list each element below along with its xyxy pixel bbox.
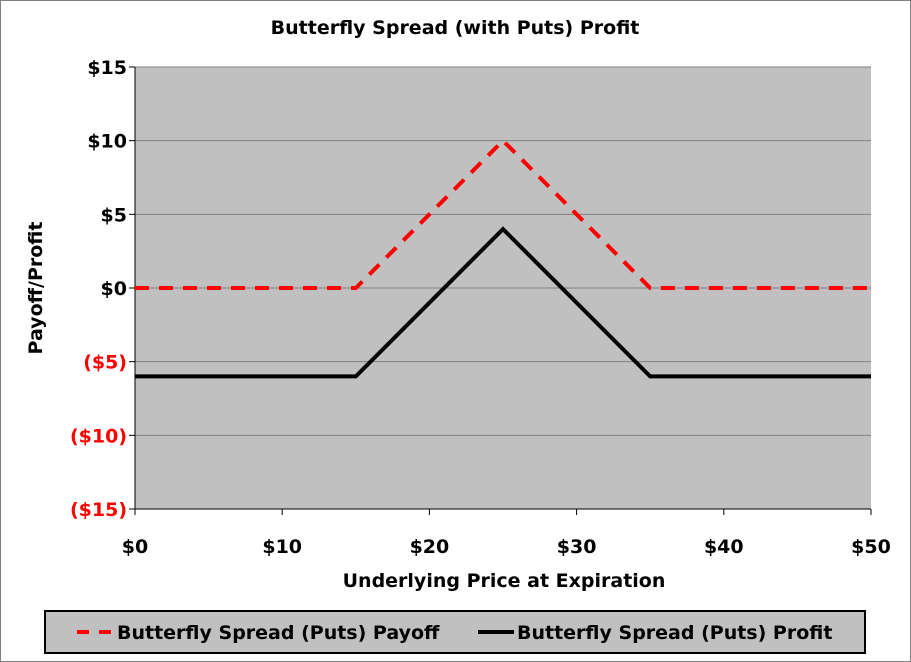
legend-box [44,610,866,654]
y-tick-label: $0 [101,278,127,300]
payoff-line [135,137,871,290]
x-tick-label: $10 [262,536,302,558]
x-axis-label: Underlying Price at Expiration [343,570,666,592]
y-tick-label: $10 [87,131,127,153]
legend: Butterfly Spread (Puts) Payoff Butterfly… [44,610,866,654]
y-axis-label: Payoff/Profit [25,222,47,355]
chart-title: Butterfly Spread (with Puts) Profit [271,17,640,39]
x-tick-label: $40 [704,536,744,558]
y-tick-label: ($5) [83,352,127,374]
x-tick-label: $30 [557,536,597,558]
x-tick-label: $20 [410,536,450,558]
x-tick-label: $0 [122,536,148,558]
legend-payoff-label: Butterfly Spread (Puts) Payoff [117,622,440,644]
y-tick-label: $5 [101,204,127,226]
x-tick-label: $50 [851,536,891,558]
profit-line [135,226,871,379]
y-tick-label: ($10) [70,425,127,447]
y-tick-label: $15 [87,57,127,79]
y-tick-label: ($15) [70,499,127,521]
legend-profit-label: Butterfly Spread (Puts) Profit [517,622,832,644]
